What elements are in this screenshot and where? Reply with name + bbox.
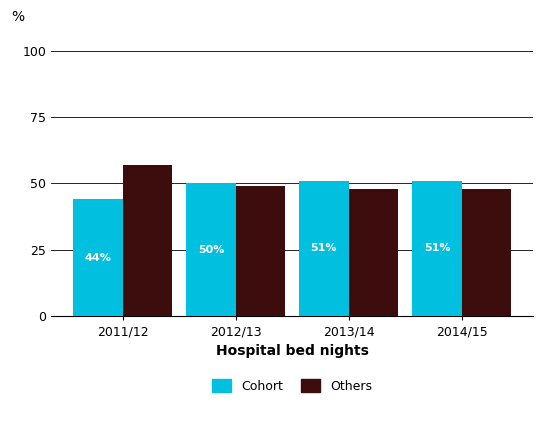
Bar [299, 181, 349, 316]
Text: 44%: 44% [84, 253, 111, 263]
Text: 51%: 51% [424, 243, 450, 254]
Text: 51%: 51% [311, 243, 337, 254]
Bar [186, 183, 236, 316]
Y-axis label: %: % [11, 10, 24, 24]
Bar [349, 189, 398, 316]
Bar [73, 199, 123, 316]
Bar [236, 186, 285, 316]
X-axis label: Hospital bed nights: Hospital bed nights [216, 344, 369, 358]
Text: 50%: 50% [198, 245, 224, 255]
Legend: Cohort, Others: Cohort, Others [207, 374, 377, 398]
Bar [461, 189, 511, 316]
Bar [123, 165, 172, 316]
Bar [412, 181, 461, 316]
